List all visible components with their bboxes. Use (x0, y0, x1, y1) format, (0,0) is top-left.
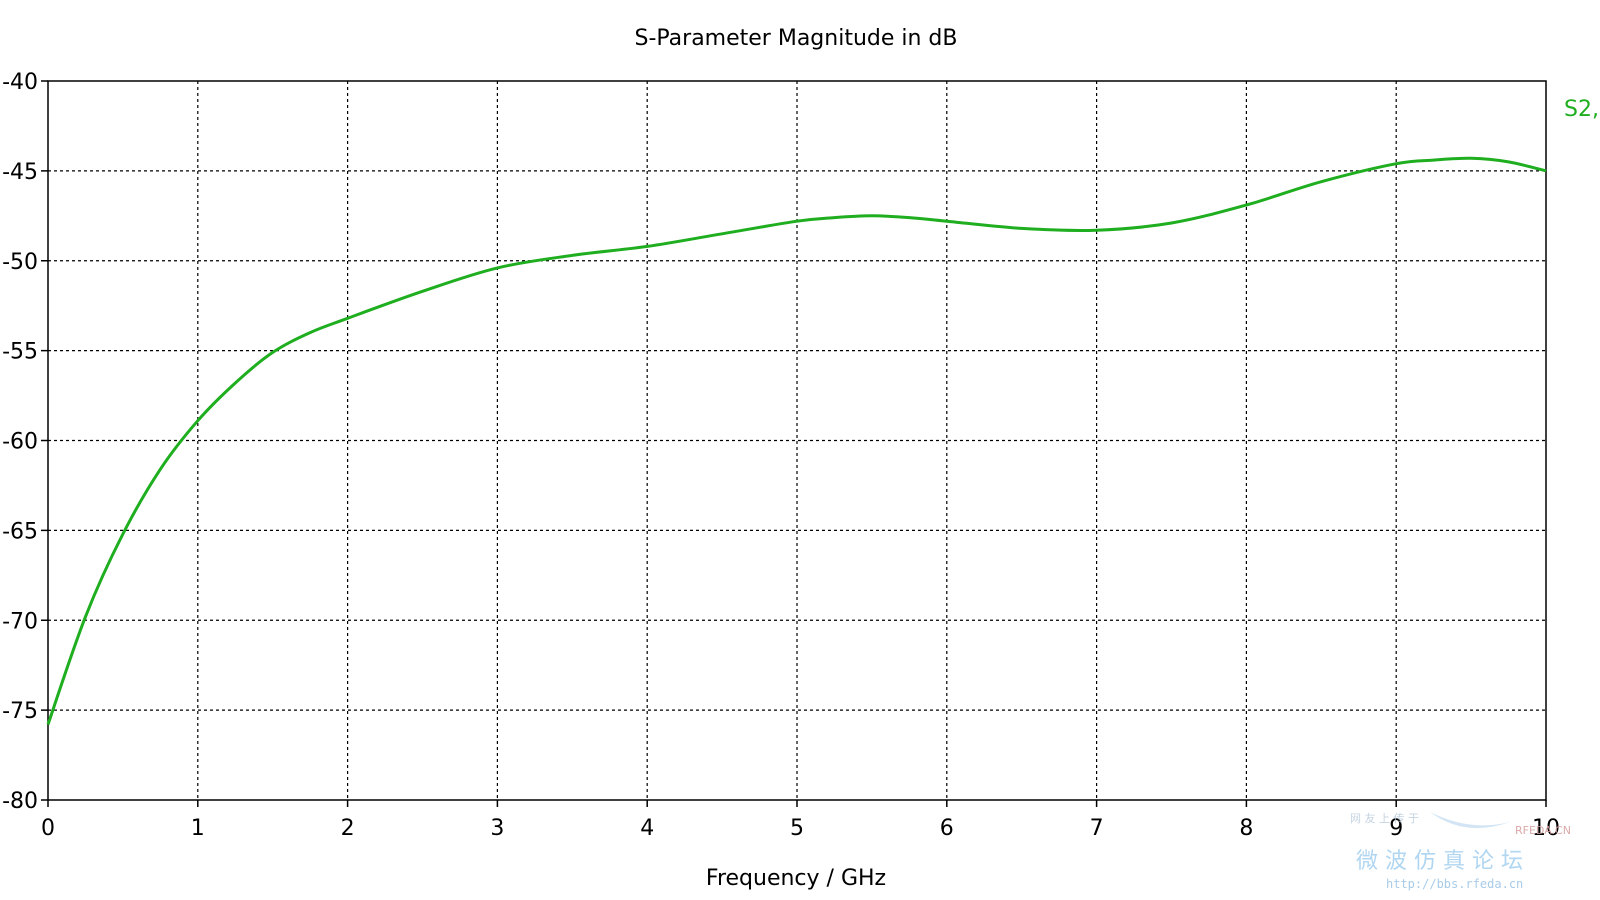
watermark-chinese: 微 波 仿 真 论 坛 (1356, 849, 1523, 874)
x-tick-label: 0 (41, 816, 55, 841)
watermark-upload-text: 网 友 上 传 于 (1350, 811, 1419, 825)
y-tick-label: -75 (2, 699, 38, 724)
watermark-brand: RFEDA.CN (1515, 824, 1571, 837)
x-tick-label: 5 (790, 816, 804, 841)
legend: S2,1 (1564, 97, 1600, 122)
x-tick-label: 7 (1090, 816, 1104, 841)
y-tick-label: -65 (2, 519, 38, 544)
x-tick-label: 6 (940, 816, 954, 841)
y-tick-label: -60 (2, 430, 38, 455)
y-tick-label: -40 (2, 70, 38, 95)
x-tick-label: 3 (490, 816, 504, 841)
legend-entry-0: S2,1 (1564, 97, 1600, 122)
x-tick-label: 10 (1532, 816, 1560, 841)
y-tick-label: -70 (2, 609, 38, 634)
y-tick-label: -55 (2, 340, 38, 365)
watermark-wing-icon (1430, 812, 1510, 829)
y-tick-label: -80 (2, 789, 38, 814)
x-tick-label: 8 (1239, 816, 1253, 841)
x-tick-label: 4 (640, 816, 654, 841)
x-axis-label: Frequency / GHz (706, 866, 886, 891)
series-layer (46, 156, 1547, 725)
watermark: 网 友 上 传 于 RFEDA.CN 微 波 仿 真 论 坛 http://bb… (1350, 811, 1571, 891)
watermark-url: http://bbs.rfeda.cn (1386, 877, 1523, 891)
plot-frame (47, 80, 1547, 801)
x-tick-label: 9 (1389, 816, 1403, 841)
x-tick-label: 1 (191, 816, 205, 841)
x-tick-label: 2 (341, 816, 355, 841)
chart-title: S-Parameter Magnitude in dB (634, 26, 957, 51)
grid (41, 80, 1547, 807)
tick-labels: 0 1 2 3 4 5 6 7 8 9 10 -40 -45 -50 -55 -60 -65 -70 -75 -80 (2, 70, 1560, 841)
series-line-0 (46, 156, 1547, 725)
y-tick-label: -45 (2, 160, 38, 185)
y-tick-label: -50 (2, 250, 38, 275)
